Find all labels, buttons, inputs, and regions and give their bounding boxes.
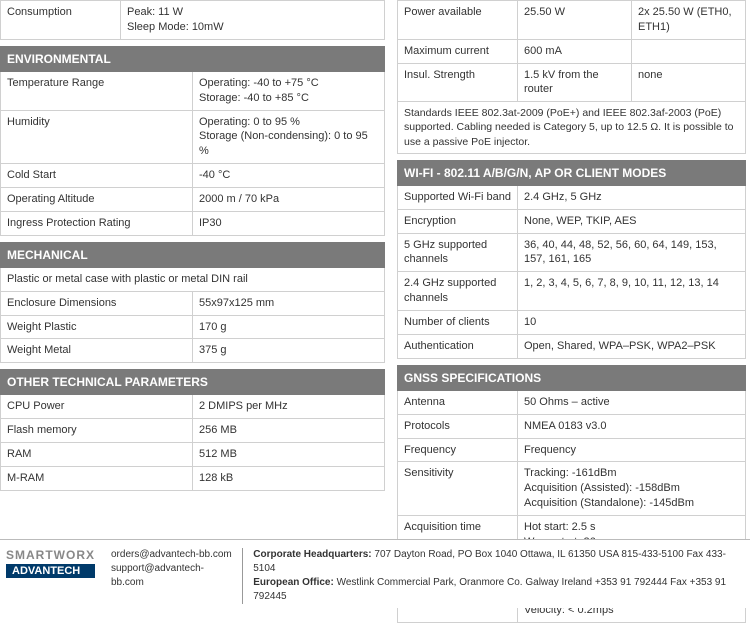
row-value: Open, Shared, WPA–PSK, WPA2–PSK (518, 334, 746, 358)
table-environmental: ENVIRONMENTAL Temperature Range Operatin… (0, 46, 385, 236)
table-power-partial: Consumption Peak: 11 W Sleep Mode: 10mW (0, 0, 385, 40)
row-label: Enclosure Dimensions (1, 291, 193, 315)
row-label: Humidity (1, 110, 193, 164)
row-value (632, 39, 746, 63)
row-value: NMEA 0183 v3.0 (518, 414, 746, 438)
row-label: Number of clients (398, 310, 518, 334)
footer: SMARTWORX ADVANTECH orders@advantech-bb.… (0, 539, 750, 608)
row-value: Peak: 11 W Sleep Mode: 10mW (121, 1, 385, 40)
row-label: Weight Plastic (1, 315, 193, 339)
row-value: 50 Ohms – active (518, 390, 746, 414)
hq-label: Corporate Headquarters: (253, 549, 371, 560)
row-value: 256 MB (193, 419, 385, 443)
row-value: 36, 40, 44, 48, 52, 56, 60, 64, 149, 153… (518, 233, 746, 272)
row-value: none (632, 63, 746, 102)
row-label: Cold Start (1, 164, 193, 188)
row-label: Sensitivity (398, 462, 518, 516)
email-orders: orders@advantech-bb.com (111, 548, 232, 562)
footer-addresses: Corporate Headquarters: 707 Dayton Road,… (253, 548, 744, 604)
row-label: Frequency (398, 438, 518, 462)
row-value: 1, 2, 3, 4, 5, 6, 7, 8, 9, 10, 11, 12, 1… (518, 272, 746, 311)
row-label: Supported Wi-Fi band (398, 185, 518, 209)
row-value: 2.4 GHz, 5 GHz (518, 185, 746, 209)
row-value: 2x 25.50 W (ETH0, ETH1) (632, 1, 746, 40)
brand-block: SMARTWORX ADVANTECH (6, 548, 101, 578)
section-header: ENVIRONMENTAL (1, 46, 385, 71)
row-label: M-RAM (1, 466, 193, 490)
row-label: Flash memory (1, 419, 193, 443)
row-value: 55x97x125 mm (193, 291, 385, 315)
row-value: Operating: -40 to +75 °C Storage: -40 to… (193, 71, 385, 110)
row-value: 128 kB (193, 466, 385, 490)
row-value: 10 (518, 310, 746, 334)
row-label: Temperature Range (1, 71, 193, 110)
row-value: 2 DMIPS per MHz (193, 395, 385, 419)
row-value: Tracking: -161dBm Acquisition (Assisted)… (518, 462, 746, 516)
row-label: Maximum current (398, 39, 518, 63)
email-support: support@advantech-bb.com (111, 562, 232, 590)
row-label: 5 GHz supported channels (398, 233, 518, 272)
row-label: Encryption (398, 209, 518, 233)
row-note: Standards IEEE 802.3at-2009 (PoE+) and I… (398, 102, 746, 154)
row-value: 2000 m / 70 kPa (193, 187, 385, 211)
section-header: GNSS SPECIFICATIONS (398, 365, 746, 390)
row-label: 2.4 GHz supported channels (398, 272, 518, 311)
row-label: Operating Altitude (1, 187, 193, 211)
row-value: None, WEP, TKIP, AES (518, 209, 746, 233)
section-header: MECHANICAL (1, 242, 385, 267)
row-label: Ingress Protection Rating (1, 211, 193, 235)
row-value: 600 mA (518, 39, 632, 63)
row-label: CPU Power (1, 395, 193, 419)
row-value: Operating: 0 to 95 % Storage (Non-conden… (193, 110, 385, 164)
section-header: OTHER TECHNICAL PARAMETERS (1, 370, 385, 395)
brand-smartworx: SMARTWORX (6, 548, 95, 562)
section-header: WI-FI - 802.11 A/B/G/N, AP OR CLIENT MOD… (398, 160, 746, 185)
row-label: Antenna (398, 390, 518, 414)
eu-label: European Office: (253, 577, 334, 588)
row-note: Plastic or metal case with plastic or me… (1, 267, 385, 291)
table-mechanical: MECHANICAL Plastic or metal case with pl… (0, 242, 385, 364)
table-wifi: WI-FI - 802.11 A/B/G/N, AP OR CLIENT MOD… (397, 160, 746, 359)
row-label: Weight Metal (1, 339, 193, 363)
row-value: 375 g (193, 339, 385, 363)
row-value: 25.50 W (518, 1, 632, 40)
brand-advantech: ADVANTECH (6, 564, 95, 578)
table-other-params: OTHER TECHNICAL PARAMETERS CPU Power 2 D… (0, 369, 385, 491)
row-value: -40 °C (193, 164, 385, 188)
row-label: Consumption (1, 1, 121, 40)
row-label: RAM (1, 443, 193, 467)
row-label: Power available (398, 1, 518, 40)
row-value: 170 g (193, 315, 385, 339)
row-label: Insul. Strength (398, 63, 518, 102)
row-value: IP30 (193, 211, 385, 235)
row-value: 1.5 kV from the router (518, 63, 632, 102)
footer-emails: orders@advantech-bb.com support@advantec… (111, 548, 232, 604)
table-poe-partial: Power available 25.50 W 2x 25.50 W (ETH0… (397, 0, 746, 154)
row-value: Frequency (518, 438, 746, 462)
row-value: 512 MB (193, 443, 385, 467)
row-label: Authentication (398, 334, 518, 358)
row-label: Protocols (398, 414, 518, 438)
